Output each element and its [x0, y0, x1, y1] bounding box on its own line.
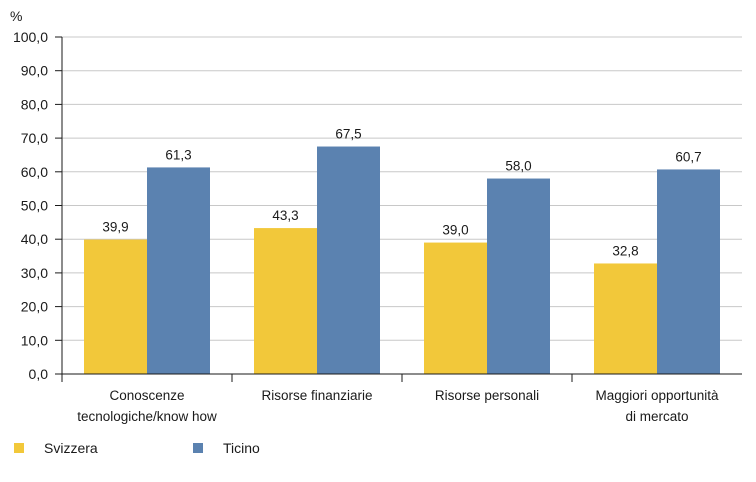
- data-label: 67,5: [335, 127, 361, 142]
- data-label: 60,7: [675, 149, 701, 164]
- legend-label: Svizzera: [44, 440, 98, 456]
- legend-swatch: [14, 443, 24, 453]
- legend-item-svizzera: Svizzera: [14, 440, 98, 456]
- x-category-label: Maggiori opportunità: [595, 388, 719, 403]
- y-tick-label: 90,0: [21, 63, 48, 79]
- legend-label: Ticino: [223, 440, 260, 456]
- y-tick-label: 10,0: [21, 332, 48, 348]
- data-label: 39,9: [102, 220, 128, 235]
- x-category-label: di mercato: [625, 409, 688, 424]
- labels: 0,0 10,0 20,0 30,0 40,0 50,0 60,0 70,0 80,0 90,0 1…: [13, 29, 719, 424]
- bar-ticino: [147, 167, 210, 374]
- x-category-label: Risorse personali: [435, 388, 539, 403]
- bars: [84, 146, 720, 374]
- bar-svizzera: [594, 263, 657, 374]
- x-category-label: tecnologiche/know how: [77, 409, 217, 424]
- data-label: 58,0: [505, 159, 531, 174]
- data-label: 32,8: [612, 243, 638, 258]
- bar-ticino: [317, 146, 380, 374]
- y-tick-label: 60,0: [21, 164, 48, 180]
- x-category-label: Conoscenze: [109, 388, 184, 403]
- y-axis-unit-label: %: [10, 8, 22, 24]
- y-tick-label: 40,0: [21, 231, 48, 247]
- y-tick-label: 80,0: [21, 96, 48, 112]
- y-tick-label: 0,0: [29, 366, 49, 382]
- axes: [55, 36, 742, 382]
- data-label: 43,3: [272, 208, 298, 223]
- bar-svizzera: [254, 228, 317, 374]
- bar-svizzera: [84, 239, 147, 374]
- y-tick-label: 30,0: [21, 265, 48, 281]
- bar-ticino: [487, 178, 550, 374]
- legend: Svizzera Ticino: [0, 440, 756, 470]
- y-tick-label: 100,0: [13, 29, 48, 45]
- data-label: 39,0: [442, 223, 468, 238]
- legend-item-ticino: Ticino: [193, 440, 260, 456]
- bar-ticino: [657, 169, 720, 374]
- legend-swatch: [193, 443, 203, 453]
- bar-chart: % 0,0 10,0 20,0 30,0 40,0 50,0 60,0 70,0 80,0 90,…: [10, 8, 742, 424]
- bar-svizzera: [424, 242, 487, 374]
- y-tick-label: 70,0: [21, 130, 48, 146]
- x-category-label: Risorse finanziarie: [261, 388, 372, 403]
- y-tick-label: 50,0: [21, 198, 48, 214]
- data-label: 61,3: [165, 147, 191, 162]
- y-tick-label: 20,0: [21, 299, 48, 315]
